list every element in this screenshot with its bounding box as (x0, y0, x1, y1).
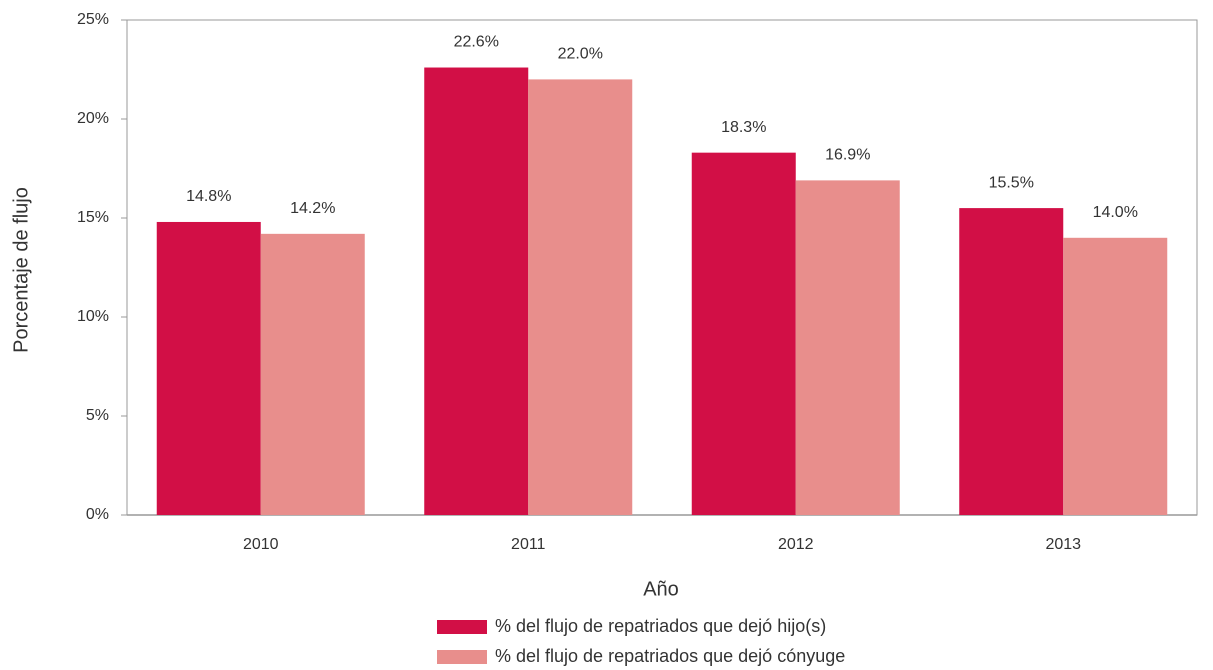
value-label: 22.0% (558, 46, 603, 63)
value-label: 16.9% (825, 147, 870, 164)
value-label: 14.2% (290, 200, 335, 217)
value-label: 22.6% (454, 34, 499, 51)
legend-label: % del flujo de repatriados que dejó hijo… (495, 616, 826, 636)
y-tick-label: 5% (86, 407, 109, 424)
bar (795, 180, 900, 515)
x-tick-label: 2011 (511, 536, 546, 553)
legend-swatch (437, 620, 487, 634)
x-tick-label: 2012 (778, 536, 814, 553)
bar (959, 208, 1064, 515)
y-axis-title: Porcentaje de flujo (10, 187, 32, 353)
value-label: 14.0% (1093, 204, 1138, 221)
x-tick-label: 2013 (1045, 536, 1081, 553)
bar (1063, 237, 1168, 516)
x-axis-title: Año (643, 578, 679, 600)
value-label: 18.3% (721, 119, 766, 136)
bar (528, 79, 633, 516)
value-label: 15.5% (989, 174, 1034, 191)
bar (156, 221, 261, 515)
bar (260, 233, 365, 515)
bar (424, 67, 529, 516)
bar (691, 152, 796, 515)
y-tick-label: 25% (77, 11, 109, 28)
legend-swatch (437, 650, 487, 664)
y-tick-label: 15% (77, 209, 109, 226)
value-label: 14.8% (186, 188, 231, 205)
y-tick-label: 0% (86, 506, 109, 523)
y-tick-label: 20% (77, 110, 109, 127)
x-tick-label: 2010 (243, 536, 279, 553)
y-tick-label: 10% (77, 308, 109, 325)
legend-label: % del flujo de repatriados que dejó cóny… (495, 646, 845, 666)
